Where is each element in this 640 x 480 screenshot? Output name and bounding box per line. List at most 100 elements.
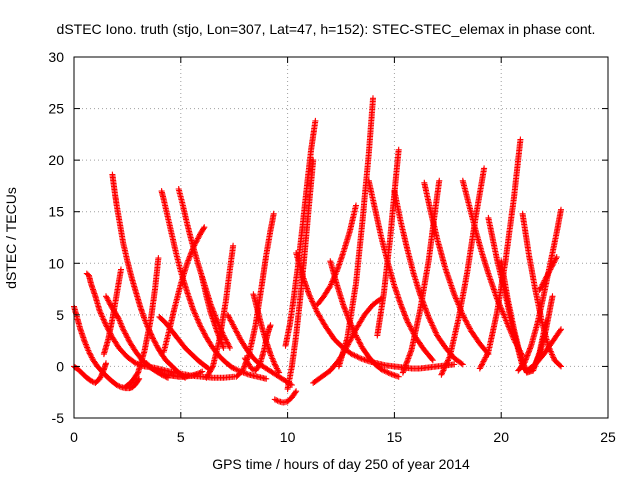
data-point: [131, 359, 138, 366]
data-point: [500, 311, 507, 318]
data-point: [118, 323, 125, 330]
data-point: [225, 342, 232, 349]
data-point: [269, 355, 276, 362]
data-point: [84, 344, 91, 351]
data-point: [550, 354, 557, 361]
data-point: [538, 283, 545, 289]
data-point: [545, 269, 552, 276]
data-point: [195, 234, 202, 241]
data-point: [293, 388, 300, 395]
data-point: [546, 267, 553, 274]
data-point: [81, 338, 88, 345]
data-point: [401, 311, 408, 318]
data-point: [116, 383, 123, 390]
data-point: [543, 273, 550, 280]
data-point: [525, 349, 532, 356]
data-point: [199, 327, 206, 334]
data-point: [544, 272, 551, 278]
data-series-29: [391, 188, 466, 368]
data-point: [236, 333, 243, 340]
data-point: [404, 358, 411, 365]
data-point: [484, 350, 491, 357]
data-point: [466, 325, 473, 332]
data-point: [186, 254, 193, 261]
data-point: [123, 331, 129, 338]
data-point: [267, 351, 274, 358]
data-marks: [71, 95, 564, 406]
data-point: [477, 364, 484, 371]
data-point: [224, 311, 231, 318]
data-series-24: [314, 202, 359, 308]
data-point: [152, 339, 159, 346]
data-point: [226, 343, 233, 350]
data-point: [549, 262, 556, 269]
data-point: [153, 368, 160, 375]
data-point: [228, 318, 235, 325]
data-point: [105, 297, 112, 304]
data-point: [204, 372, 211, 379]
data-point: [152, 341, 159, 348]
data-point: [498, 305, 505, 312]
data-point: [399, 369, 406, 376]
data-point: [194, 316, 201, 323]
data-point: [152, 367, 159, 374]
data-point: [540, 280, 547, 287]
data-point: [429, 357, 436, 364]
data-point: [121, 329, 128, 335]
data-point: [256, 362, 262, 369]
data-point: [558, 326, 564, 333]
data-point: [539, 281, 546, 288]
data-point: [380, 367, 386, 374]
data-series-40: [536, 254, 560, 294]
data-point: [98, 373, 105, 380]
x-tick-label: 15: [387, 429, 403, 445]
data-point: [149, 334, 156, 341]
data-point: [459, 361, 466, 368]
data-point: [292, 389, 299, 396]
x-axis: 0 5 10 15 20 25: [70, 57, 616, 445]
data-point: [191, 309, 198, 316]
data-point: [105, 298, 112, 305]
data-point: [550, 261, 557, 267]
data-point: [353, 202, 359, 209]
data-point: [311, 302, 318, 309]
data-point: [357, 340, 364, 347]
x-tick-label: 20: [493, 429, 509, 445]
data-point: [230, 365, 237, 372]
data-point: [101, 319, 108, 326]
data-point: [540, 278, 547, 285]
y-tick-label: 5: [56, 307, 64, 323]
data-point: [444, 358, 451, 365]
data-series-39: [523, 326, 564, 374]
data-point: [356, 339, 363, 346]
y-tick-label: 10: [48, 255, 64, 271]
data-point: [353, 333, 360, 340]
data-point: [88, 354, 95, 361]
data-point: [125, 335, 132, 342]
y-tick-label: 15: [48, 204, 64, 220]
data-point: [553, 255, 559, 262]
data-point: [245, 352, 252, 359]
data-point: [484, 351, 490, 358]
data-series-30: [399, 177, 443, 376]
data-point: [142, 317, 149, 324]
data-series-7: [122, 255, 162, 391]
data-point: [461, 314, 468, 321]
data-series-6: [100, 266, 124, 358]
data-point: [430, 323, 437, 330]
data-point: [549, 351, 555, 358]
data-point: [226, 314, 233, 321]
data-point: [271, 361, 278, 368]
data-point: [276, 369, 283, 376]
data-point: [527, 345, 533, 352]
data-point: [86, 349, 92, 355]
data-point: [230, 322, 237, 329]
data-point: [348, 351, 355, 358]
data-point: [439, 368, 446, 375]
data-point: [275, 368, 282, 375]
data-point: [202, 331, 208, 338]
data-point: [403, 361, 410, 368]
data-point: [557, 327, 564, 334]
data-point: [478, 362, 485, 369]
data-point: [399, 307, 406, 313]
